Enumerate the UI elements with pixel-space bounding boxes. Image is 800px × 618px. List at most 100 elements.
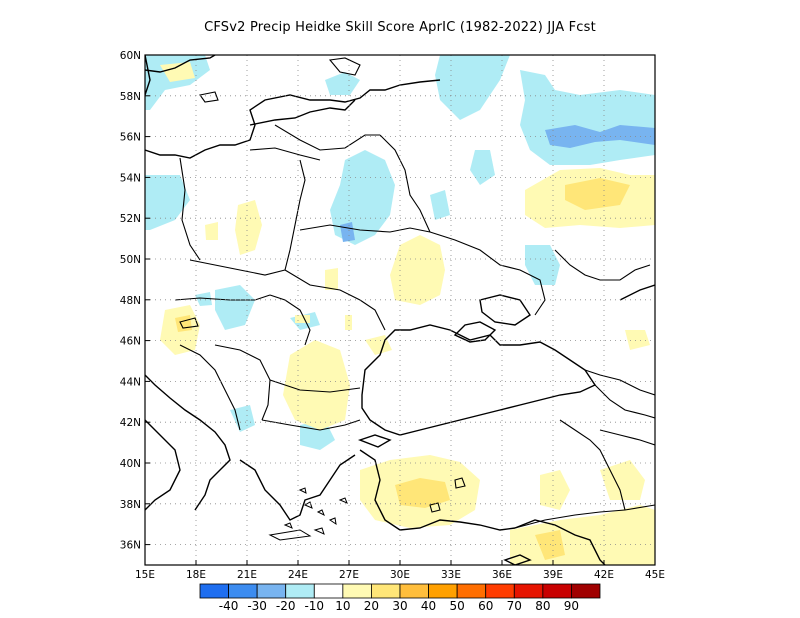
x-axis-ticks: 15E 18E 21E 24E 27E 30E 33E 36E 39E 42E 45E bbox=[135, 560, 665, 581]
border-poland-belarus bbox=[284, 159, 306, 271]
y-tick-label: 48N bbox=[120, 295, 141, 307]
border-serbia bbox=[214, 344, 271, 421]
colorbar bbox=[199, 583, 601, 599]
shade-hungary-medium bbox=[175, 315, 192, 332]
colorbar-swatch bbox=[428, 583, 458, 599]
gulf-finland bbox=[249, 99, 356, 126]
y-tick-label: 46N bbox=[120, 336, 141, 348]
y-tick-label: 56N bbox=[120, 132, 141, 144]
colorbar-label: 20 bbox=[364, 599, 379, 613]
aegean-turkey bbox=[359, 449, 516, 531]
colorbar-swatch bbox=[256, 583, 287, 599]
colorbar-label: 70 bbox=[507, 599, 522, 613]
colorbar-label: -40 bbox=[219, 599, 239, 613]
colorbar-label: 10 bbox=[335, 599, 350, 613]
border-czech-slovakia bbox=[189, 259, 286, 276]
caspian-coast bbox=[619, 284, 655, 301]
finland-coast bbox=[145, 55, 216, 73]
y-tick-label: 52N bbox=[120, 213, 141, 225]
shade-ukraine-yellow bbox=[390, 235, 445, 305]
baltic-coast bbox=[145, 79, 441, 159]
italy-coast bbox=[145, 419, 181, 511]
y-tick-label: 50N bbox=[120, 254, 141, 266]
colorbar-swatch bbox=[228, 583, 258, 599]
y-tick-label: 44N bbox=[120, 376, 141, 388]
shade-grid-yellow-1 bbox=[205, 222, 218, 240]
shade-russia-east-medium bbox=[565, 178, 630, 210]
colorbar-swatch bbox=[313, 583, 344, 599]
y-tick-label: 42N bbox=[120, 417, 141, 429]
shade-se-medium bbox=[535, 530, 565, 560]
colorbar-swatch bbox=[571, 583, 601, 599]
colorbar-label: -20 bbox=[276, 599, 296, 613]
border-ukraine-russia bbox=[429, 231, 546, 316]
border-romania-bulgaria bbox=[269, 379, 361, 393]
colorbar-swatch bbox=[542, 583, 572, 599]
map-title: CFSv2 Precip Heidke Skill Score AprIC (1… bbox=[204, 20, 596, 35]
shade-grid-yellow-2 bbox=[325, 268, 338, 290]
border-russia-kaz bbox=[554, 249, 651, 281]
levant-coast bbox=[514, 519, 606, 565]
y-axis-ticks: 36N 38N 40N 42N 44N 46N 48N 50N 52N 54N 56N 58N 60N bbox=[120, 50, 150, 552]
border-latvia-lithuania bbox=[249, 147, 321, 161]
colorbar-label: -10 bbox=[304, 599, 324, 613]
colorbar-swatch bbox=[399, 583, 429, 599]
border-hungary-romania bbox=[269, 294, 311, 346]
shade-russia-mid-blue bbox=[470, 150, 495, 185]
shade-baltic-blue bbox=[325, 72, 360, 95]
colorbar-label: 50 bbox=[450, 599, 465, 613]
x-tick-label: 27E bbox=[339, 569, 359, 581]
shade-balkan-blue bbox=[230, 405, 255, 432]
border-belarus-russia bbox=[379, 134, 431, 233]
x-tick-label: 30E bbox=[390, 569, 410, 581]
colorbar-swatch bbox=[456, 583, 487, 599]
shade-grid-yellow-3 bbox=[345, 315, 352, 330]
greece-coast bbox=[239, 454, 356, 521]
colorbar-label: 40 bbox=[421, 599, 436, 613]
colorbar-swatch bbox=[485, 583, 515, 599]
y-tick-label: 58N bbox=[120, 91, 141, 103]
shade-poland-blue bbox=[145, 175, 190, 230]
colorbar-swatch bbox=[371, 583, 401, 599]
border-turkey-east bbox=[559, 419, 626, 511]
colorbar-label: 30 bbox=[392, 599, 407, 613]
x-tick-label: 42E bbox=[594, 569, 614, 581]
colorbar-label: 60 bbox=[478, 599, 493, 613]
shade-northwest-blue bbox=[145, 55, 210, 110]
azov-sea bbox=[479, 294, 531, 326]
shade-bel-small bbox=[430, 190, 450, 220]
shade-turkey-medium bbox=[395, 478, 450, 508]
cyprus bbox=[503, 554, 532, 565]
colorbar-label: -30 bbox=[247, 599, 267, 613]
skill-score-shading bbox=[145, 55, 655, 565]
sweden-coast bbox=[145, 55, 151, 96]
colorbar-swatch bbox=[513, 583, 544, 599]
x-tick-label: 36E bbox=[492, 569, 512, 581]
shade-ukraine-east-blue bbox=[525, 245, 560, 285]
gridlines bbox=[145, 55, 655, 565]
colorbar-labels: -40 -30 -20 -10 10 20 30 40 50 60 70 80 90 bbox=[219, 599, 579, 613]
shade-russia-yellow-small bbox=[625, 330, 650, 350]
x-tick-label: 18E bbox=[186, 569, 206, 581]
border-belarus-ukraine bbox=[299, 224, 431, 233]
colorbar-label: 80 bbox=[535, 599, 550, 613]
colorbar-swatch bbox=[342, 583, 372, 599]
y-tick-label: 54N bbox=[120, 172, 141, 184]
colorbar-label: 90 bbox=[564, 599, 579, 613]
adriatic-coast bbox=[145, 374, 231, 511]
y-tick-label: 36N bbox=[120, 540, 141, 552]
border-syria-turkey bbox=[514, 504, 655, 529]
country-borders bbox=[174, 124, 655, 529]
y-tick-label: 60N bbox=[120, 50, 141, 62]
border-caucasus bbox=[584, 369, 655, 396]
crimea bbox=[453, 321, 497, 343]
x-tick-label: 21E bbox=[237, 569, 257, 581]
x-tick-label: 15E bbox=[135, 569, 155, 581]
x-tick-label: 45E bbox=[645, 569, 665, 581]
shade-romania-yellow bbox=[283, 340, 350, 430]
border-bulgaria-greece bbox=[261, 419, 361, 431]
x-tick-label: 39E bbox=[543, 569, 563, 581]
shade-ne-top-blue bbox=[435, 55, 510, 120]
x-tick-label: 24E bbox=[288, 569, 308, 581]
